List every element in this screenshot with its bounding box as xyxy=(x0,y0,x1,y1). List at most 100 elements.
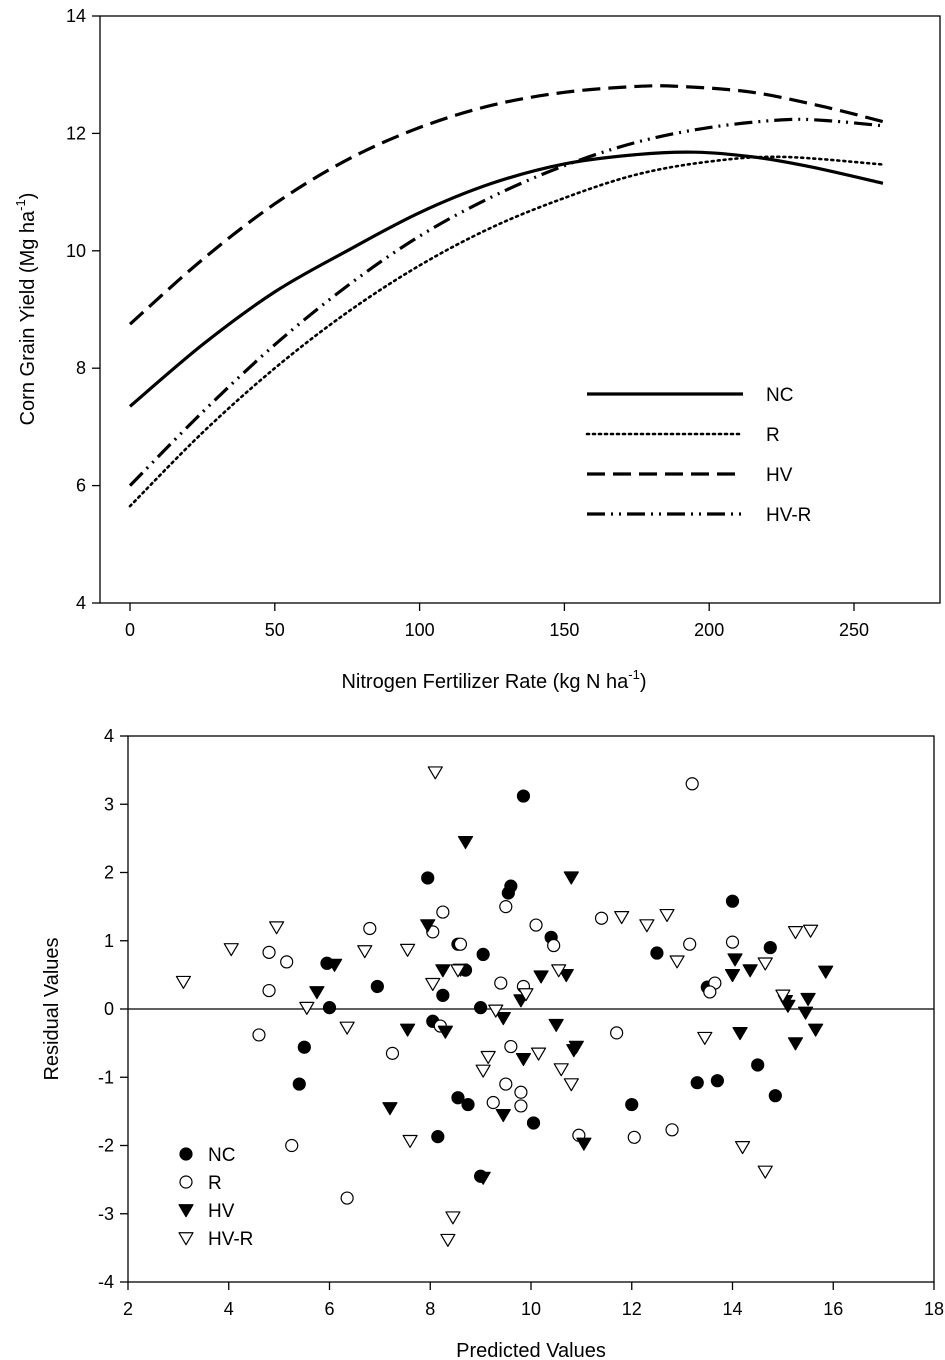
point-r xyxy=(486,1095,500,1110)
chart2-y-tick-label: -2 xyxy=(98,1136,114,1156)
point-hv-r xyxy=(440,1233,456,1247)
chart1-plot-frame xyxy=(99,15,941,604)
point-hv-r xyxy=(697,1031,713,1045)
legend-label-hv-r: HV-R xyxy=(208,1229,253,1250)
point-hv-r xyxy=(402,1134,418,1148)
chart2-x-tick-label: 4 xyxy=(224,1299,234,1319)
point-hv xyxy=(787,1037,804,1051)
point-r xyxy=(685,777,699,791)
legend-label-hv: HV xyxy=(766,465,793,486)
legend-marker-hv xyxy=(178,1204,194,1218)
point-nc xyxy=(292,1077,306,1091)
point-hv-r xyxy=(563,1078,579,1092)
chart1-y-tick-label: 12 xyxy=(66,123,86,143)
chart2-y-tick-label: 4 xyxy=(104,726,114,746)
point-r xyxy=(514,1099,528,1113)
point-hv xyxy=(563,871,579,885)
point-r xyxy=(499,900,513,914)
point-r xyxy=(725,935,740,949)
chart1-x-tick-label: 50 xyxy=(265,620,285,640)
point-hv xyxy=(326,958,343,972)
chart2-y-tick-label: 1 xyxy=(104,931,114,951)
point-hv-r xyxy=(669,955,685,969)
point-r xyxy=(547,938,561,953)
legend-marker-hv-r xyxy=(178,1232,194,1246)
point-hv xyxy=(495,1012,511,1026)
point-nc xyxy=(768,1089,782,1103)
legend-marker-r xyxy=(179,1175,193,1189)
point-hv xyxy=(437,1025,453,1039)
point-nc xyxy=(370,979,384,994)
point-nc xyxy=(461,1097,475,1112)
chart1-y-tick-label: 6 xyxy=(76,476,86,496)
point-r xyxy=(436,905,450,919)
point-r xyxy=(453,937,468,951)
point-r xyxy=(499,1077,513,1091)
chart1-y-axis-label: Corn Grain Yield (Mg ha-1) xyxy=(13,193,39,426)
point-hv-r xyxy=(802,924,819,938)
point-hv xyxy=(727,953,743,967)
point-r xyxy=(703,985,717,999)
point-hv-r xyxy=(775,989,791,1003)
point-nc xyxy=(751,1058,765,1072)
point-nc xyxy=(476,947,490,962)
point-hv xyxy=(495,1108,511,1123)
point-hv xyxy=(382,1102,398,1116)
point-hv-r xyxy=(445,1211,461,1225)
point-hv-r xyxy=(553,1063,569,1077)
point-hv-r xyxy=(480,1050,496,1065)
chart2-y-tick-label: 3 xyxy=(104,794,114,814)
point-nc xyxy=(501,886,515,900)
chart2-y-tick-label: -3 xyxy=(98,1204,114,1224)
point-hv xyxy=(515,1052,532,1067)
point-nc xyxy=(421,871,435,885)
point-hv-r xyxy=(299,1001,315,1015)
point-hv xyxy=(309,986,325,1000)
point-nc xyxy=(322,1001,337,1015)
legend-label-hv-r: HV-R xyxy=(766,505,811,526)
point-hv-r xyxy=(175,975,192,989)
point-r xyxy=(529,918,543,932)
point-hv xyxy=(780,999,796,1013)
point-hv-r xyxy=(425,977,441,991)
chart1-y-tick-label: 14 xyxy=(66,6,86,26)
point-r xyxy=(610,1026,624,1040)
point-r xyxy=(504,1039,518,1054)
legend-label-nc: NC xyxy=(208,1145,235,1166)
point-hv-r xyxy=(475,1064,491,1078)
point-nc xyxy=(436,988,450,1002)
chart1-x-tick-label: 250 xyxy=(839,620,869,640)
point-r xyxy=(285,1138,299,1153)
point-nc xyxy=(297,1040,311,1054)
point-hv-r xyxy=(269,921,285,935)
chart1-y-tick-label: 10 xyxy=(66,241,86,261)
legend-label-hv: HV xyxy=(208,1201,235,1222)
chart2-x-axis-label: Predicted Values xyxy=(456,1340,606,1360)
point-hv xyxy=(808,1023,824,1037)
point-hv-r xyxy=(639,919,655,933)
point-r xyxy=(683,937,697,951)
point-r xyxy=(627,1130,641,1144)
point-r xyxy=(280,955,294,969)
point-hv xyxy=(818,965,834,979)
yield-response-chart: 0 50 100 150 200 250 4 6 8 10 12 14 NC R HV HV-R Nitr… xyxy=(13,6,941,693)
point-nc xyxy=(516,789,531,803)
point-hv xyxy=(457,835,474,850)
chart2-y-axis-label: Residual Values xyxy=(41,937,63,1080)
point-hv xyxy=(724,969,741,983)
point-hv xyxy=(742,964,758,978)
chart1-x-axis-label-tail: ) xyxy=(640,671,647,693)
chart2-y-tick-label: -1 xyxy=(98,1067,114,1087)
series-line-r xyxy=(128,155,885,508)
point-hv-r xyxy=(223,943,239,957)
point-r xyxy=(494,976,508,990)
point-hv-r xyxy=(518,988,534,1002)
point-hv-r xyxy=(357,945,373,959)
point-hv-r xyxy=(614,911,630,925)
point-hv-r xyxy=(530,1047,547,1061)
point-nc xyxy=(431,1130,445,1144)
point-hv xyxy=(533,970,549,984)
chart1-x-tick-label: 200 xyxy=(694,620,724,640)
point-hv xyxy=(800,992,816,1007)
